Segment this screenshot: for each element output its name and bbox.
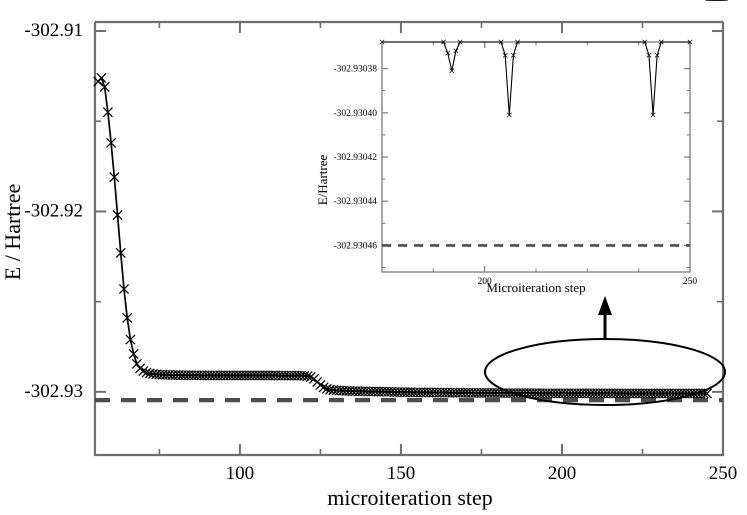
inset-yticklabel: -302.93038 [333,65,377,75]
inset-yticklabel: -302.93042 [333,153,377,163]
main-series-marker [125,334,136,345]
main-plot-group: 100 150 200 250 -302.91 -302.92 -302.93 microi… [0,0,737,510]
main-x-axis-title: microiteration step [327,485,493,510]
main-series-marker [302,371,313,382]
main-series-marker [321,383,332,394]
energy-markers [93,0,728,399]
inset-series-marker [453,48,459,54]
inset-series-marker [646,52,652,58]
inset-series-marker [449,68,455,74]
main-series-line [97,77,707,395]
main-series-marker [138,366,149,377]
inset-series-marker [379,39,385,45]
main-series-marker [122,312,133,323]
inset-series-marker [510,52,516,58]
inset-y-axis-title: E/Hartree [315,155,330,206]
inset-series-marker [515,39,520,45]
main-series-marker [128,348,139,360]
inset-energy-markers [379,39,693,118]
inset-yticklabel: -302.93046 [333,241,377,251]
main-series-marker [106,137,117,148]
main-series-marker [109,172,120,183]
main-xticklabel: 100 [226,463,255,484]
main-yticklabel: -302.91 [24,20,83,41]
inset-series-marker [506,112,512,118]
inset-series-marker [445,50,451,56]
inset-xticklabel: 200 [478,277,493,287]
inset-series-marker [502,52,508,58]
energy-curve [97,77,707,395]
inset-series-marker [650,112,656,118]
inset-series-marker [654,52,660,58]
inset-series-marker [441,39,447,45]
inset-series-marker [687,39,693,45]
main-series-marker [96,72,107,83]
inset-yticklabel: -302.93044 [333,197,377,207]
main-series-marker [701,388,712,399]
inset-series-marker [658,39,664,45]
inset-series-marker [457,39,463,45]
main-y-axis-title: E / Hartree [0,184,25,281]
main-yticklabel: -302.93 [24,381,83,402]
main-axis-ticks [95,22,724,455]
callout-annotations [484,296,726,406]
inset-plot-group: 200 250 -302.93038 -302.93040 -302.93042 -302… [315,39,697,295]
main-yticklabel: -302.92 [24,200,83,221]
main-series-marker [318,382,329,393]
inset-xticklabel: 250 [683,277,698,287]
inset-callout-arrow-head [598,296,612,315]
main-xticklabel: 250 [709,463,738,484]
inset-x-axis-title: Microiteration step [486,280,585,295]
main-xticklabel: 200 [548,463,577,484]
main-series-marker [299,370,310,381]
main-series-marker [141,367,152,378]
main-series-marker [102,107,113,118]
inset-series-marker [498,39,504,45]
inset-background [382,42,690,272]
main-series-marker [131,358,142,369]
main-xticklabel: 150 [387,463,416,484]
main-series-marker [99,81,110,92]
inset-axis-ticklabels: 200 250 -302.93038 -302.93040 -302.93042 -302… [333,65,697,287]
main-series-marker [112,210,123,221]
main-series-marker [305,372,316,383]
main-axis-frame [93,20,725,457]
main-axis-ticklabels: 100 150 200 250 -302.91 -302.92 -302.93 [24,20,737,484]
inset-yticklabel: -302.93040 [333,109,377,119]
main-series-marker [115,247,126,258]
main-frame-path [93,22,725,457]
inset-series-marker [642,39,648,45]
main-series-marker [118,283,130,295]
